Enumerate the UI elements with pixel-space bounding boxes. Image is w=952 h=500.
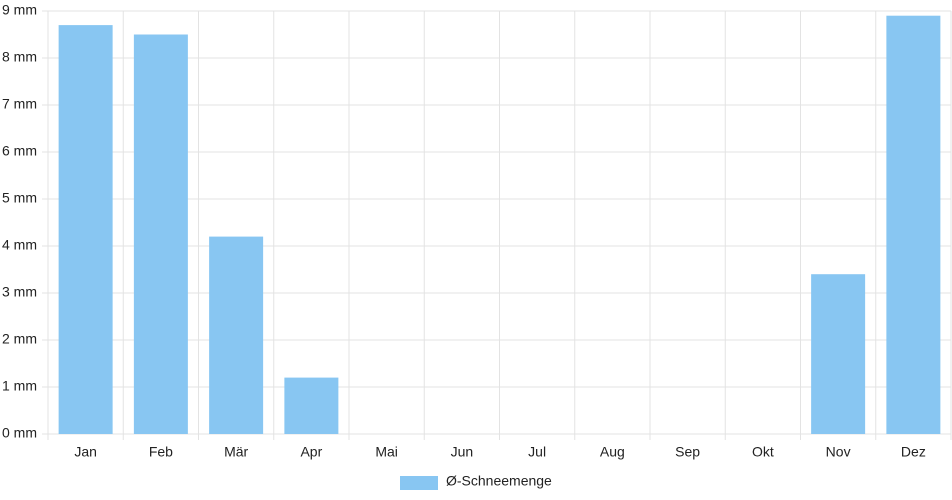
bar	[284, 377, 339, 434]
x-tick-label: Aug	[600, 444, 625, 460]
x-tick-label: Jun	[451, 444, 474, 460]
y-tick-label: 1 mm	[2, 378, 37, 394]
x-tick-label: Dez	[901, 444, 926, 460]
legend-swatch	[400, 476, 438, 490]
y-tick-label: 7 mm	[2, 96, 37, 112]
x-tick-label: Okt	[752, 444, 774, 460]
bar	[886, 15, 941, 434]
legend-label: Ø-Schneemenge	[446, 473, 552, 489]
bar	[58, 25, 113, 434]
x-tick-label: Feb	[149, 444, 173, 460]
x-tick-label: Mai	[375, 444, 398, 460]
y-tick-label: 4 mm	[2, 237, 37, 253]
y-tick-label: 9 mm	[2, 2, 37, 18]
bar	[133, 34, 188, 434]
y-tick-label: 6 mm	[2, 143, 37, 159]
bar	[811, 274, 866, 434]
x-tick-label: Apr	[300, 444, 322, 460]
y-tick-label: 3 mm	[2, 284, 37, 300]
x-tick-label: Jan	[74, 444, 97, 460]
y-tick-label: 8 mm	[2, 49, 37, 65]
y-tick-label: 2 mm	[2, 331, 37, 347]
x-tick-label: Sep	[675, 444, 700, 460]
y-tick-label: 0 mm	[2, 425, 37, 441]
x-tick-label: Mär	[224, 444, 248, 460]
y-tick-label: 5 mm	[2, 190, 37, 206]
bar	[209, 236, 264, 434]
x-tick-label: Jul	[528, 444, 546, 460]
x-tick-label: Nov	[826, 444, 851, 460]
